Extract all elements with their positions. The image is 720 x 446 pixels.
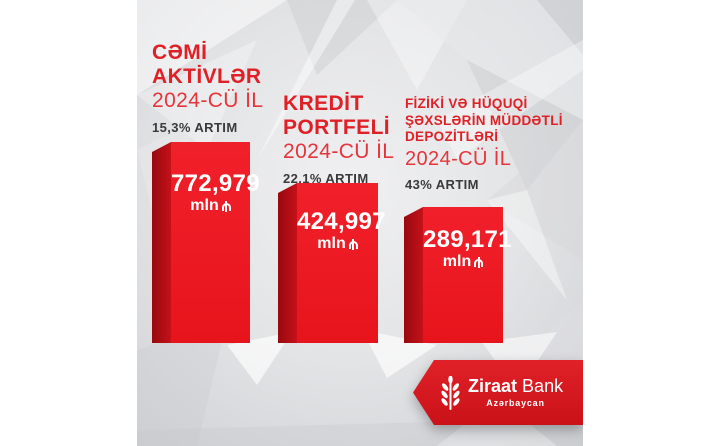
bar-side-face [152,142,171,343]
bar-value: 289,171 mln [423,226,512,271]
brand-subtitle: Azərbaycan [486,398,545,408]
brand-ribbon-shape: Ziraat Bank Azərbaycan [413,360,583,425]
section-year: 2024-CÜ İL [152,89,264,112]
growth-label: 15,3% ARTIM [152,120,238,135]
bar-front-face [423,207,503,343]
wheat-icon [441,375,460,410]
value-unit: mln [171,197,250,215]
manat-icon [474,259,484,267]
unit-label: mln [442,253,472,270]
section-title: AKTİVLƏR [152,65,262,88]
manat-icon [348,241,358,249]
section-term-deposits-header: FİZİKİ VƏ HÜQUQİ ŞƏXSLƏRİN MÜDDƏTLİ DEPO… [405,96,563,192]
brand-ribbon: Ziraat Bank Azərbaycan [413,360,583,425]
value-number: 289,171 [423,226,512,253]
bar-side-face [404,207,423,343]
section-title: FİZİKİ VƏ HÜQUQİ [405,96,528,111]
growth-label: 43% ARTIM [405,176,479,192]
value-number: 424,997 [297,208,386,235]
value-number: 772,979 [171,170,260,197]
growth-label: 22,1% ARTIM [283,171,369,186]
section-total-assets-header: CƏMİ AKTİVLƏR 2024-CÜ İL 15,3% ARTIM [152,41,263,135]
section-title: CƏMİ [152,41,208,64]
section-credit-portfolio-header: KREDİT PORTFELİ 2024-CÜ İL 22,1% ARTIM [283,92,394,186]
brand-name: Ziraat Bank [468,377,563,396]
bar-total-assets: 772,979 mln [152,142,260,343]
value-unit: mln [423,253,503,271]
section-title: ŞƏXSLƏRİN MÜDDƏTLİ [405,112,563,128]
value-unit: mln [297,235,378,253]
unit-label: mln [317,235,346,252]
bar-side-face [278,183,297,343]
section-title: KREDİT [283,92,364,115]
bar-term-deposits: 289,171 mln [404,207,512,343]
bar-value: 424,997 mln [297,208,386,253]
infographic-canvas: CƏMİ AKTİVLƏR 2024-CÜ İL 15,3% ARTIM KRE… [137,0,583,446]
section-year: 2024-CÜ İL [405,147,512,170]
unit-label: mln [190,197,219,214]
section-year: 2024-CÜ İL [283,140,395,163]
bar-front-face [171,142,250,343]
bar-front-face [297,183,378,343]
section-title: DEPOZİTLƏRİ [405,129,499,144]
section-title: PORTFELİ [283,116,391,139]
brand-name-bold: Ziraat [468,376,518,396]
bar-credit-portfolio: 424,997 mln [278,183,386,343]
bar-value: 772,979 mln [171,170,260,215]
brand-name-regular: Bank [522,376,564,396]
manat-icon [221,203,231,211]
